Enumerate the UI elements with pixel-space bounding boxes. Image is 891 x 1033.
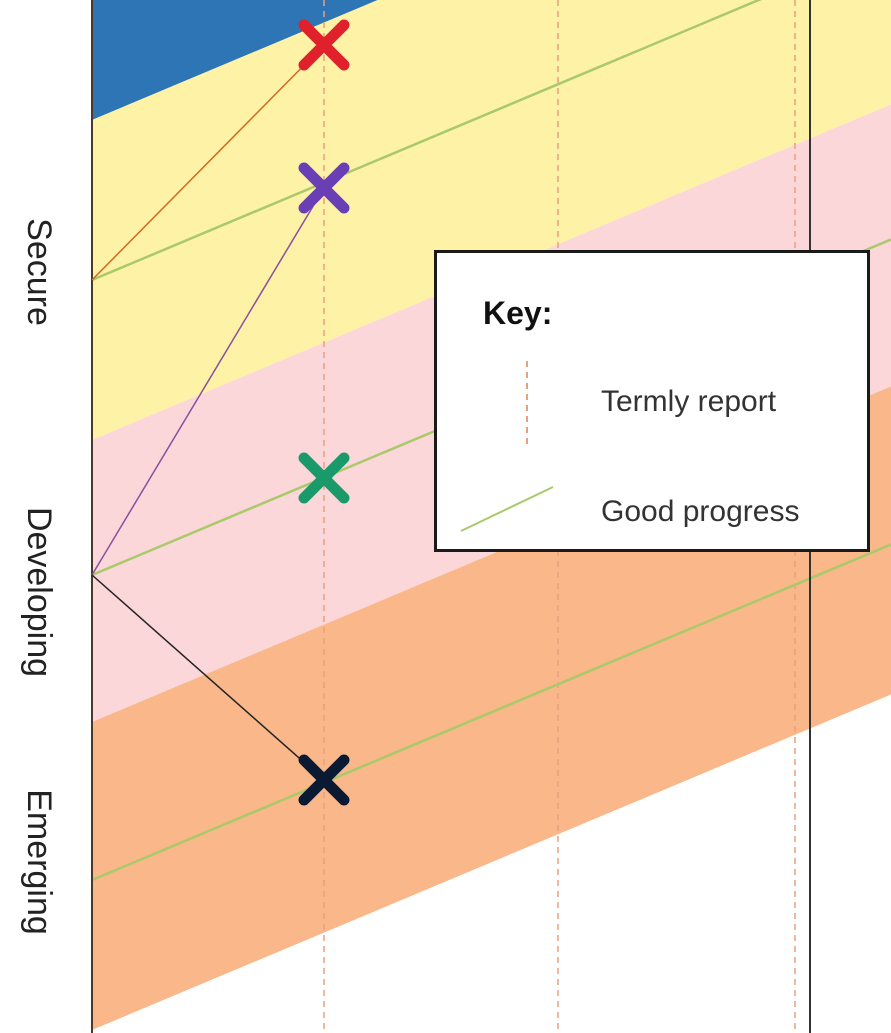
termly-report-swatch [526,361,528,445]
trajectory-red [91,44,325,281]
marker-navy-b [298,754,350,806]
assessment-markers [298,19,350,806]
good-progress-swatch [460,486,554,532]
good-progress-line-0 [91,0,762,282]
trajectory-navy [91,574,325,781]
marker-red-b [298,19,350,71]
legend-title: Key: [483,295,553,331]
legend: Key: Termly report Good progress [434,250,870,552]
marker-green-b [298,452,350,504]
band-top [92,0,891,120]
termly-report-lines [323,0,796,1033]
trajectory-purple [91,187,325,576]
pupil-trajectories [91,44,325,781]
good-progress-line-2 [91,543,891,882]
marker-purple-b [298,162,350,214]
band-label-developing: Developing [20,507,58,677]
legend-label-termly-report: Termly report [601,385,777,418]
legend-label-good-progress: Good progress [601,495,800,528]
band-secure [92,0,891,440]
band-label-secure: Secure [20,218,58,326]
band-label-emerging: Emerging [20,789,58,935]
